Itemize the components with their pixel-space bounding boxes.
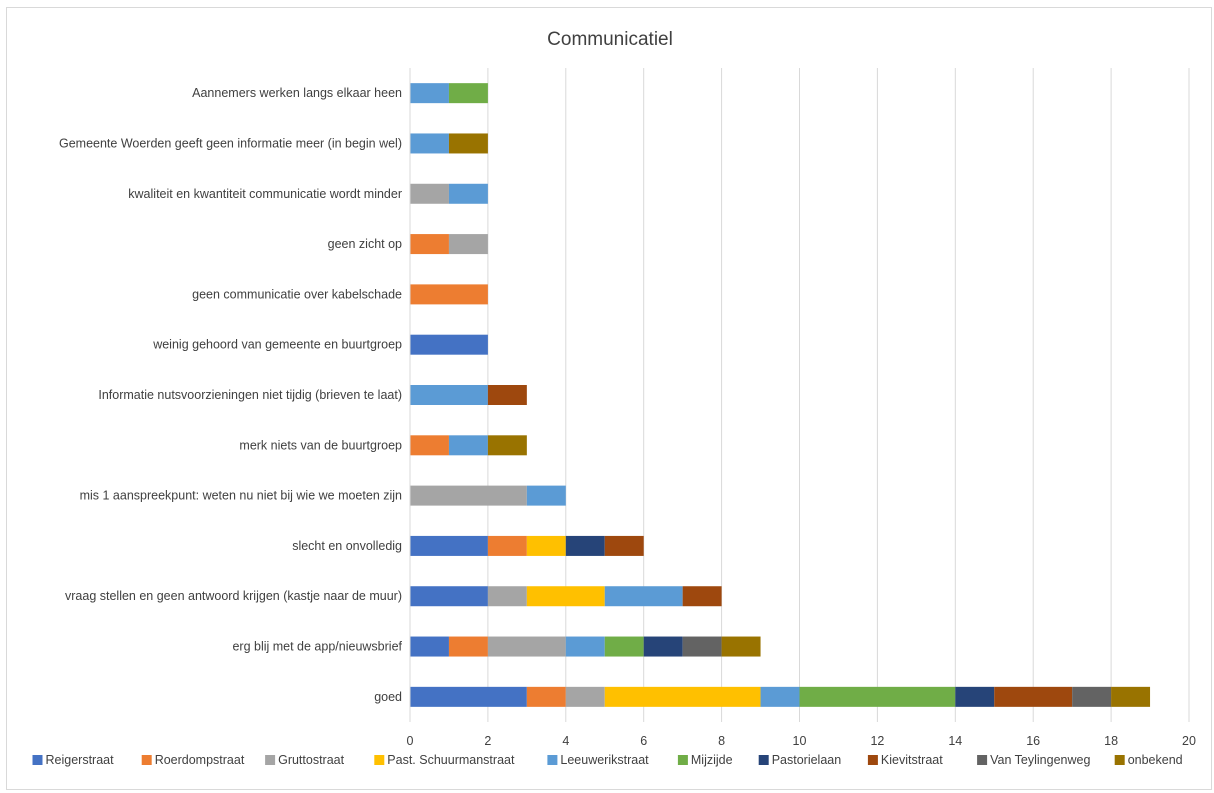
legend-label: Leeuwerikstraat [560,753,649,767]
legend-label: onbekend [1128,753,1183,767]
category-label: goed [374,690,402,704]
bar-segment [410,385,488,405]
bar-segment [488,637,566,657]
category-label: Informatie nutsvoorzieningen niet tijdig… [98,388,402,402]
x-tick-label: 6 [640,734,647,748]
bar-segment [566,536,605,556]
bar-segment [410,586,488,606]
bar-segment [994,687,1072,707]
bar-segment [410,184,449,204]
category-label: Aannemers werken langs elkaar heen [192,86,402,100]
category-label: erg blij met de app/nieuwsbrief [232,640,402,654]
legend-label: Past. Schuurmanstraat [387,753,515,767]
bar-segment [449,435,488,455]
legend-swatch [1115,755,1125,765]
bar-segment [488,536,527,556]
x-tick-label: 0 [407,734,414,748]
bar-segment [449,133,488,153]
bar-segment [488,586,527,606]
legend-swatch [759,755,769,765]
category-label: slecht en onvolledig [292,539,402,553]
bar-segment [410,637,449,657]
bar-segment [410,536,488,556]
x-tick-label: 8 [718,734,725,748]
bar-segment [683,637,722,657]
legend-swatch [374,755,384,765]
legend-swatch [33,755,43,765]
x-tick-label: 4 [562,734,569,748]
gridlines [488,68,1189,722]
bar-chart: Communicatiel 0 2 4 6 8 10 12 14 16 18 20 Aannemers… [7,8,1213,791]
category-label: Gemeente Woerden geeft geen informatie m… [59,136,402,150]
category-label: mis 1 aanspreekpunt: weten nu niet bij w… [80,489,402,503]
bar-segment [605,586,683,606]
bar-segment [644,637,683,657]
bar-segment [410,335,488,355]
chart-area: Communicatiel 0 2 4 6 8 10 12 14 16 18 20 Aannemers… [6,7,1212,790]
legend-label: Roerdompstraat [155,753,245,767]
category-label: geen zicht op [328,237,402,251]
bar-segment [800,687,956,707]
bar-segment [1111,687,1150,707]
legend-label: Reigerstraat [46,753,115,767]
x-tick-label: 10 [793,734,807,748]
bar-segment [683,586,722,606]
legend-label: Mijzijde [691,753,733,767]
bar-segment [488,385,527,405]
bar-segment [955,687,994,707]
bar-segment [410,687,527,707]
bars [410,83,1150,707]
category-label: kwaliteit en kwantiteit communicatie wor… [128,187,402,201]
legend-label: Van Teylingenweg [990,753,1090,767]
legend-label: Kievitstraat [881,753,943,767]
bar-segment [449,234,488,254]
bar-segment [449,83,488,103]
bar-segment [449,637,488,657]
category-label: vraag stellen en geen antwoord krijgen (… [65,589,402,603]
legend: Reigerstraat Roerdompstraat Gruttostraat Pa… [33,753,1183,767]
bar-segment [605,536,644,556]
bar-segment [410,284,488,304]
category-label: geen communicatie over kabelschade [192,287,402,301]
x-tick-label: 12 [870,734,884,748]
x-tick-label: 20 [1182,734,1196,748]
bar-segment [761,687,800,707]
category-label: weinig gehoord van gemeente en buurtgroe… [152,338,402,352]
bar-segment [566,687,605,707]
legend-label: Pastorielaan [772,753,842,767]
bar-segment [527,687,566,707]
bar-segment [410,133,449,153]
legend-swatch [142,755,152,765]
x-tick-label: 2 [484,734,491,748]
chart-title: Communicatiel [547,29,673,50]
bar-segment [722,637,761,657]
legend-swatch [868,755,878,765]
legend-swatch [678,755,688,765]
legend-swatch [977,755,987,765]
x-tick-label: 16 [1026,734,1040,748]
bar-segment [566,637,605,657]
bar-segment [605,637,644,657]
bar-segment [527,536,566,556]
x-tick-label: 14 [948,734,962,748]
bar-segment [410,83,449,103]
bar-segment [410,486,527,506]
legend-swatch [265,755,275,765]
bar-segment [605,687,761,707]
bar-segment [449,184,488,204]
bar-segment [527,486,566,506]
legend-label: Gruttostraat [278,753,345,767]
bar-segment [1072,687,1111,707]
bar-segment [410,435,449,455]
legend-swatch [547,755,557,765]
x-tick-label: 18 [1104,734,1118,748]
bar-segment [410,234,449,254]
bar-segment [527,586,605,606]
category-label: merk niets van de buurtgroep [239,438,402,452]
bar-segment [488,435,527,455]
